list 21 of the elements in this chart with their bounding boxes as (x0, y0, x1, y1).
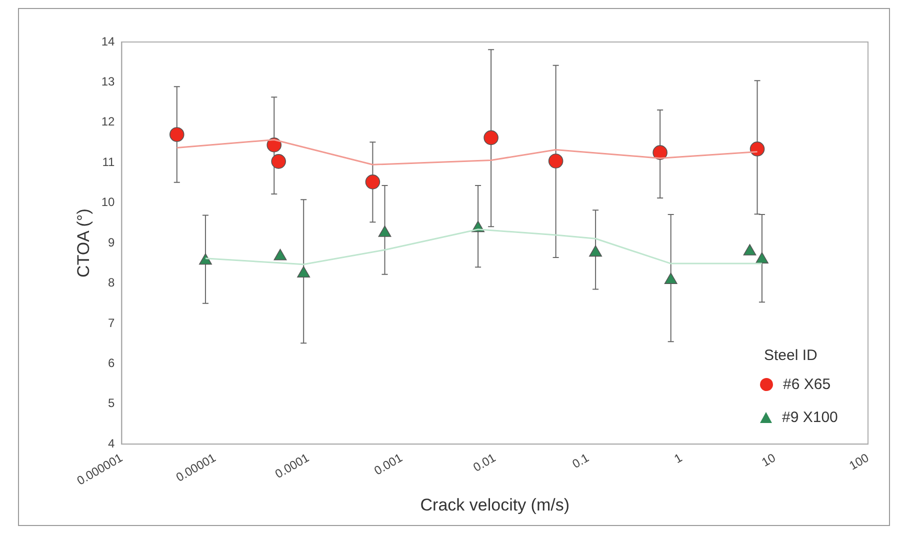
x-tick-label: 1 (672, 450, 685, 466)
x-axis-title: Crack velocity (m/s) (420, 495, 570, 514)
y-tick-label: 13 (101, 74, 116, 89)
x-tick-label: 0.01 (470, 450, 498, 474)
y-tick-label: 8 (108, 276, 116, 290)
y-tick-label: 10 (101, 195, 116, 210)
y-axis-title: CTOA (°) (74, 208, 93, 278)
y-tick-label: 12 (101, 114, 116, 129)
legend-title: Steel ID (764, 347, 818, 364)
x-tick-label: 0.1 (570, 450, 592, 472)
y-tick-label: 5 (108, 396, 116, 410)
legend-label: #9 X100 (782, 409, 838, 426)
y-tick-label: 9 (108, 235, 116, 250)
legend-label: #6 X65 (783, 376, 831, 394)
x-tick-label: 10 (759, 450, 778, 470)
y-tick-label: 6 (108, 356, 116, 370)
y-tick-label: 14 (101, 34, 116, 48)
x-tick-label: 100 (846, 450, 872, 473)
y-tick-label: 4 (108, 436, 116, 450)
y-tick-label: 11 (102, 154, 116, 169)
y-tick-label: 7 (108, 316, 116, 330)
